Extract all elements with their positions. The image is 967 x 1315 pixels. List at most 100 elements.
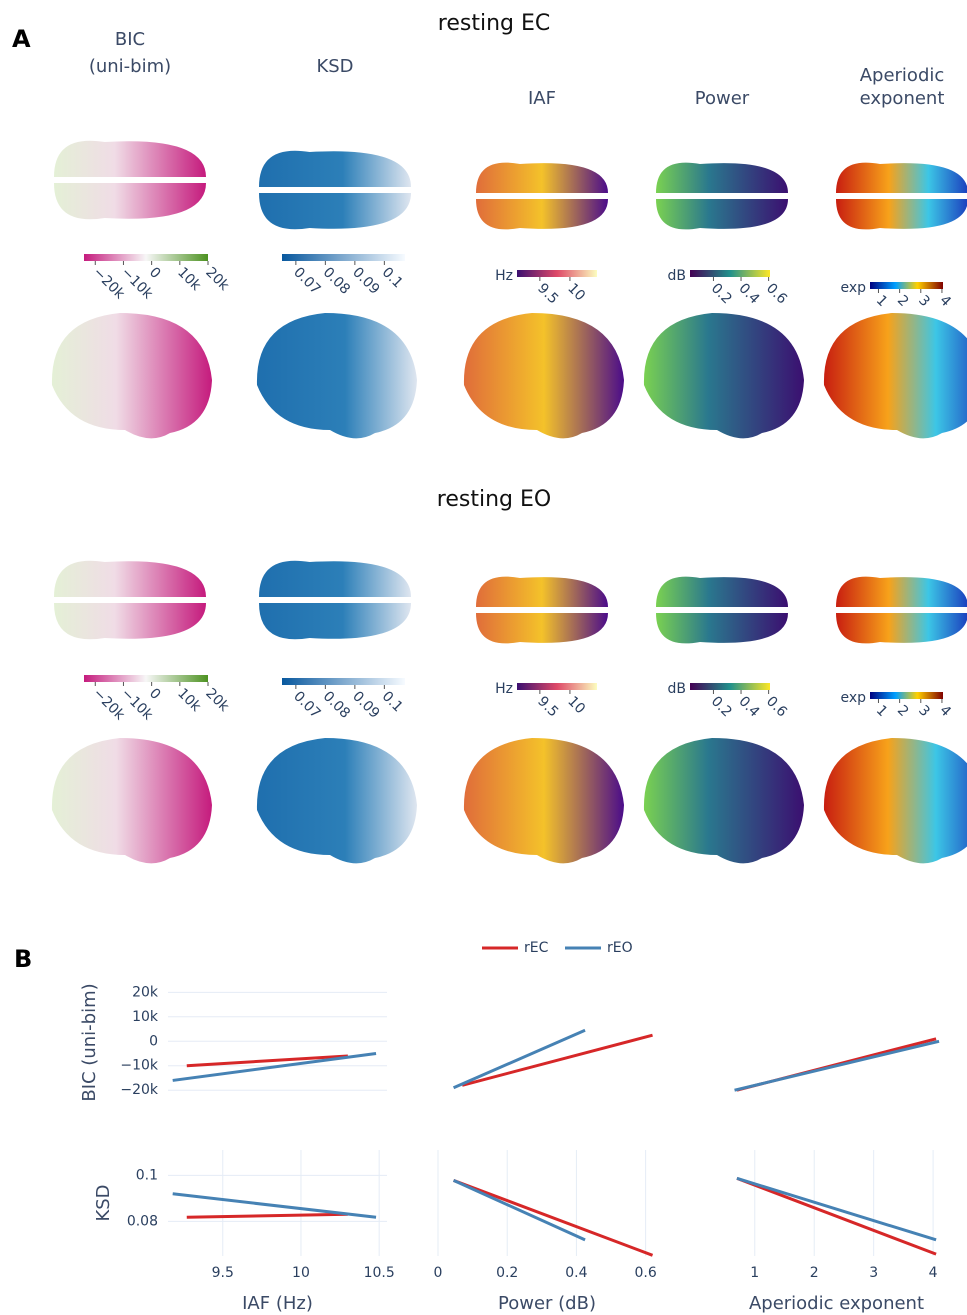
x-axis-label: Aperiodic exponent <box>749 1293 924 1314</box>
colorbar-tick-label: 1 <box>873 702 891 720</box>
colorbar-unit: exp <box>840 280 866 296</box>
fit-line <box>737 1178 936 1254</box>
brain-top <box>476 163 608 193</box>
fit-line <box>173 1194 376 1218</box>
colorbar-tick-label: 0.08 <box>320 264 353 297</box>
colorbar <box>870 282 943 289</box>
legend-label: rEC <box>524 940 549 956</box>
brain-top <box>259 603 411 639</box>
colorbar-tick-label: 2 <box>894 292 912 310</box>
y-axis-label: KSD <box>93 1184 114 1221</box>
x-tick-label: 4 <box>929 1265 938 1281</box>
panel-label: A <box>12 25 31 53</box>
colorbar-tick-label: 0.08 <box>320 688 353 721</box>
colorbar-tick-label: 0.1 <box>379 264 406 291</box>
condition-title: resting EC <box>438 11 550 36</box>
x-tick-label: 0.4 <box>565 1265 587 1281</box>
brain-top <box>54 141 206 177</box>
brain-top <box>836 613 967 643</box>
colorbar-tick-label: 0.09 <box>349 688 382 721</box>
brain-top <box>836 577 967 607</box>
colorbar <box>282 678 405 685</box>
colorbar-tick-label: 0 <box>146 685 164 703</box>
x-tick-label: 10.5 <box>364 1265 395 1281</box>
colorbar <box>690 683 770 690</box>
brain-lateral <box>824 313 967 438</box>
colorbar-tick-label: 4 <box>936 702 954 720</box>
fit-line <box>735 1041 940 1090</box>
brain-top <box>656 613 788 643</box>
x-tick-label: 9.5 <box>212 1265 234 1281</box>
y-tick-label: 0 <box>149 1033 158 1049</box>
brain-lateral <box>824 738 967 863</box>
y-tick-label: 0.1 <box>136 1167 158 1183</box>
brain-top <box>836 199 967 229</box>
x-tick-label: 3 <box>869 1265 878 1281</box>
brain-top <box>476 199 608 229</box>
colorbar-tick-label: 10 <box>564 693 588 717</box>
brain-top <box>476 613 608 643</box>
brain-lateral <box>52 313 212 438</box>
colorbar-tick-label: 9.5 <box>534 280 561 307</box>
colorbar-tick-label: 0.07 <box>290 264 323 297</box>
x-axis-label: IAF (Hz) <box>242 1293 313 1314</box>
brain-lateral <box>52 738 212 863</box>
fit-line <box>187 1214 348 1217</box>
brain-top <box>54 561 206 597</box>
colorbar-tick-label: 20k <box>202 264 232 294</box>
x-tick-label: 2 <box>810 1265 819 1281</box>
colorbar-tick-label: 20k <box>202 685 232 715</box>
brain-top <box>259 151 411 187</box>
brain-top <box>54 183 206 219</box>
condition-title: resting EO <box>437 487 551 512</box>
colorbar <box>870 692 943 699</box>
colorbar-tick-label: 0.1 <box>379 688 406 715</box>
x-tick-label: 0 <box>434 1265 443 1281</box>
figure: A B resting ECresting EOBIC(uni-bim)−20k… <box>0 0 967 1315</box>
x-tick-label: 10 <box>292 1265 310 1281</box>
y-axis-label: BIC (uni-bim) <box>79 983 100 1101</box>
colorbar-tick-label: 0 <box>146 264 164 282</box>
fit-line <box>454 1180 653 1255</box>
colorbar-tick-label: 3 <box>915 292 933 310</box>
colorbar-unit: Hz <box>495 268 513 284</box>
colorbar-tick-label: 1 <box>873 292 891 310</box>
colorbar-tick-label: 0.6 <box>763 693 790 720</box>
colorbar-tick-label: 0.2 <box>708 693 735 720</box>
colorbar <box>690 270 770 277</box>
column-header: BIC <box>115 29 145 50</box>
legend-label: rEO <box>607 940 633 956</box>
colorbar-tick-label: 10k <box>174 264 204 294</box>
colorbar-tick-label: 0.07 <box>290 688 323 721</box>
colorbar-tick-label: 10 <box>564 280 588 304</box>
brain-lateral <box>644 313 804 438</box>
x-axis-label: Power (dB) <box>498 1293 596 1314</box>
fit-line <box>454 1180 585 1239</box>
colorbar-tick-label: 3 <box>915 702 933 720</box>
colorbar-tick-label: 0.6 <box>763 280 790 307</box>
colorbar-tick-label: 0.4 <box>735 280 762 307</box>
colorbar <box>282 254 405 261</box>
brain-lateral <box>464 738 624 863</box>
brain-top <box>656 577 788 607</box>
colorbar-unit: exp <box>840 690 866 706</box>
colorbar-tick-label: 0.2 <box>708 280 735 307</box>
colorbar-tick-label: 0.09 <box>349 264 382 297</box>
brain-top <box>836 163 967 193</box>
colorbar-unit: dB <box>668 268 687 284</box>
colorbar-unit: Hz <box>495 681 513 697</box>
colorbar <box>517 683 597 690</box>
brain-top <box>259 193 411 229</box>
brain-top <box>656 163 788 193</box>
column-header: Power <box>695 88 750 109</box>
colorbar-tick-label: 2 <box>894 702 912 720</box>
fit-line <box>173 1054 376 1081</box>
colorbar <box>517 270 597 277</box>
brain-top <box>476 577 608 607</box>
y-tick-label: 10k <box>132 1009 159 1025</box>
column-header: IAF <box>528 88 556 109</box>
y-tick-label: 0.08 <box>127 1213 158 1229</box>
column-header: KSD <box>316 56 353 77</box>
colorbar <box>84 675 208 682</box>
panel-label: B <box>14 945 32 973</box>
